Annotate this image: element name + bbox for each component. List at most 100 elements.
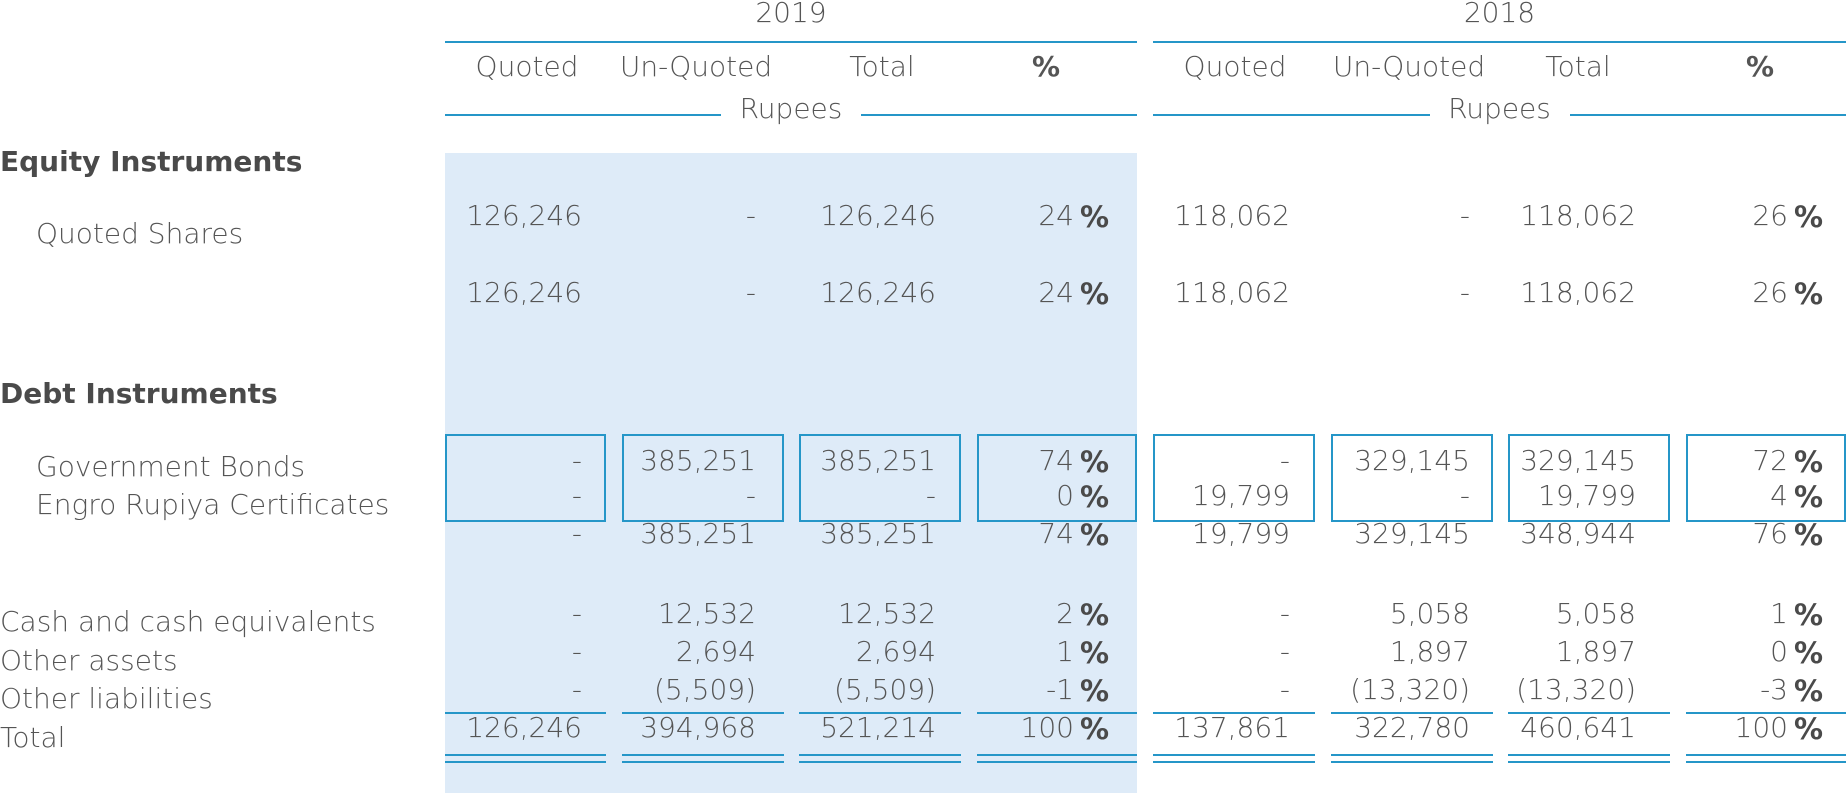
percent-sign: % bbox=[1794, 200, 1823, 234]
cell-engro-rupiya-2018-percent: 4 bbox=[1770, 479, 1788, 512]
year-2019-highlight bbox=[445, 153, 1137, 793]
cell-other-assets-2019-unquoted: 2,694 bbox=[675, 635, 756, 668]
cell-quoted-shares-2019-unquoted: - bbox=[745, 199, 756, 232]
debt-detail-box bbox=[799, 434, 961, 522]
percent-sign: % bbox=[1080, 445, 1109, 479]
cell-cash-2018-unquoted: 5,058 bbox=[1389, 597, 1470, 630]
cell-equity-subtotal-2019-quoted: 126,246 bbox=[466, 276, 582, 309]
unit-label: Rupees bbox=[1429, 92, 1570, 125]
cell-total-2019-quoted: 126,246 bbox=[466, 711, 582, 744]
percent-sign: % bbox=[1794, 445, 1823, 479]
percent-sign-glyph: % bbox=[1794, 712, 1824, 746]
cell-engro-rupiya-2018-quoted: 19,799 bbox=[1192, 479, 1290, 512]
column-header-percent: % bbox=[1745, 50, 1775, 83]
total-double-rule-2 bbox=[1153, 761, 1315, 763]
column-header-un-quoted: Un-Quoted bbox=[619, 50, 773, 83]
cell-other-assets-2019-quoted: - bbox=[571, 635, 582, 668]
total-top-rule bbox=[1331, 712, 1493, 714]
cell-total-2019-total: 521,214 bbox=[820, 711, 936, 744]
total-double-rule-1 bbox=[1331, 754, 1493, 756]
total-double-rule-2 bbox=[1331, 761, 1493, 763]
total-top-rule bbox=[977, 712, 1137, 714]
cell-cash-2018-percent: 1 bbox=[1770, 597, 1788, 630]
percent-sign-glyph: % bbox=[1794, 598, 1824, 632]
cell-debt-subtotal-2018-percent: 76 bbox=[1752, 517, 1788, 550]
total-top-rule bbox=[799, 712, 961, 714]
year-rule bbox=[1153, 41, 1846, 43]
debt-detail-box bbox=[622, 434, 784, 522]
cell-engro-rupiya-2019-quoted: - bbox=[571, 479, 582, 512]
cell-total-2018-percent: 100 bbox=[1734, 711, 1788, 744]
debt-detail-box bbox=[445, 434, 606, 522]
percent-sign-glyph: % bbox=[1794, 636, 1824, 670]
year-header-2018: 2018 bbox=[1463, 0, 1536, 29]
percent-sign: % bbox=[1794, 636, 1823, 670]
cell-government-bonds-2018-quoted: - bbox=[1279, 444, 1290, 477]
percent-sign: % bbox=[1794, 277, 1823, 311]
cell-government-bonds-2019-unquoted: 385,251 bbox=[640, 444, 756, 477]
cell-debt-subtotal-2019-quoted: - bbox=[571, 517, 582, 550]
cell-quoted-shares-2019-percent: 24 bbox=[1038, 199, 1074, 232]
cell-other-liabilities-2018-total: (13,320) bbox=[1516, 673, 1636, 706]
cell-engro-rupiya-2018-total: 19,799 bbox=[1538, 479, 1636, 512]
cell-equity-subtotal-2018-quoted: 118,062 bbox=[1174, 276, 1290, 309]
total-double-rule-1 bbox=[799, 754, 961, 756]
percent-sign: % bbox=[1794, 674, 1823, 708]
column-header-total: Total bbox=[849, 50, 915, 83]
cell-quoted-shares-2018-percent: 26 bbox=[1752, 199, 1788, 232]
cell-other-liabilities-2019-quoted: - bbox=[571, 673, 582, 706]
percent-sign-glyph: % bbox=[1080, 636, 1110, 670]
debt-detail-box bbox=[1331, 434, 1493, 522]
percent-sign: % bbox=[1080, 712, 1109, 746]
cell-equity-subtotal-2018-total: 118,062 bbox=[1520, 276, 1636, 309]
percent-sign-glyph: % bbox=[1080, 674, 1110, 708]
total-double-rule-1 bbox=[977, 754, 1137, 756]
cell-engro-rupiya-2018-unquoted: - bbox=[1459, 479, 1470, 512]
row-label-other-liabilities: Other liabilities bbox=[0, 682, 213, 715]
cell-debt-subtotal-2018-quoted: 19,799 bbox=[1192, 517, 1290, 550]
cell-debt-subtotal-2019-percent: 74 bbox=[1038, 517, 1074, 550]
cell-other-assets-2018-unquoted: 1,897 bbox=[1389, 635, 1470, 668]
percent-sign: % bbox=[1080, 598, 1109, 632]
percent-sign: % bbox=[1080, 200, 1109, 234]
total-double-rule-1 bbox=[1153, 754, 1315, 756]
percent-sign-glyph: % bbox=[1080, 277, 1110, 311]
cell-other-liabilities-2019-total: (5,509) bbox=[833, 673, 936, 706]
total-double-rule-2 bbox=[1508, 761, 1670, 763]
cell-total-2018-unquoted: 322,780 bbox=[1354, 711, 1470, 744]
cell-other-assets-2019-total: 2,694 bbox=[855, 635, 936, 668]
cell-total-2018-quoted: 137,861 bbox=[1174, 711, 1290, 744]
cell-other-liabilities-2018-unquoted: (13,320) bbox=[1350, 673, 1470, 706]
cell-cash-2019-quoted: - bbox=[571, 597, 582, 630]
total-double-rule-1 bbox=[1686, 754, 1846, 756]
cell-government-bonds-2018-total: 329,145 bbox=[1520, 444, 1636, 477]
cell-cash-2019-unquoted: 12,532 bbox=[658, 597, 756, 630]
total-double-rule-2 bbox=[445, 761, 606, 763]
cell-other-liabilities-2019-unquoted: (5,509) bbox=[653, 673, 756, 706]
total-double-rule-2 bbox=[1686, 761, 1846, 763]
percent-sign: % bbox=[1794, 518, 1823, 552]
total-top-rule bbox=[1686, 712, 1846, 714]
section-equity-instruments: Equity Instruments bbox=[0, 145, 303, 178]
percent-sign-glyph: % bbox=[1794, 200, 1824, 234]
cell-other-assets-2018-quoted: - bbox=[1279, 635, 1290, 668]
debt-detail-box bbox=[977, 434, 1137, 522]
percent-sign-glyph: % bbox=[1080, 712, 1110, 746]
cell-debt-subtotal-2019-total: 385,251 bbox=[820, 517, 936, 550]
cell-government-bonds-2019-quoted: - bbox=[571, 444, 582, 477]
cell-government-bonds-2019-percent: 74 bbox=[1038, 444, 1074, 477]
percent-sign-glyph: % bbox=[1794, 445, 1824, 479]
cell-debt-subtotal-2018-total: 348,944 bbox=[1520, 517, 1636, 550]
cell-total-2019-percent: 100 bbox=[1020, 711, 1074, 744]
cell-total-2018-total: 460,641 bbox=[1520, 711, 1636, 744]
cell-quoted-shares-2018-unquoted: - bbox=[1459, 199, 1470, 232]
cell-cash-2019-percent: 2 bbox=[1056, 597, 1074, 630]
cell-equity-subtotal-2018-percent: 26 bbox=[1752, 276, 1788, 309]
cell-quoted-shares-2018-quoted: 118,062 bbox=[1174, 199, 1290, 232]
debt-detail-box bbox=[1686, 434, 1846, 522]
total-double-rule-2 bbox=[622, 761, 784, 763]
percent-sign-glyph: % bbox=[1080, 445, 1110, 479]
cell-quoted-shares-2019-total: 126,246 bbox=[820, 199, 936, 232]
cell-other-liabilities-2019-percent: -1 bbox=[1046, 673, 1074, 706]
percent-sign-glyph: % bbox=[1080, 598, 1110, 632]
